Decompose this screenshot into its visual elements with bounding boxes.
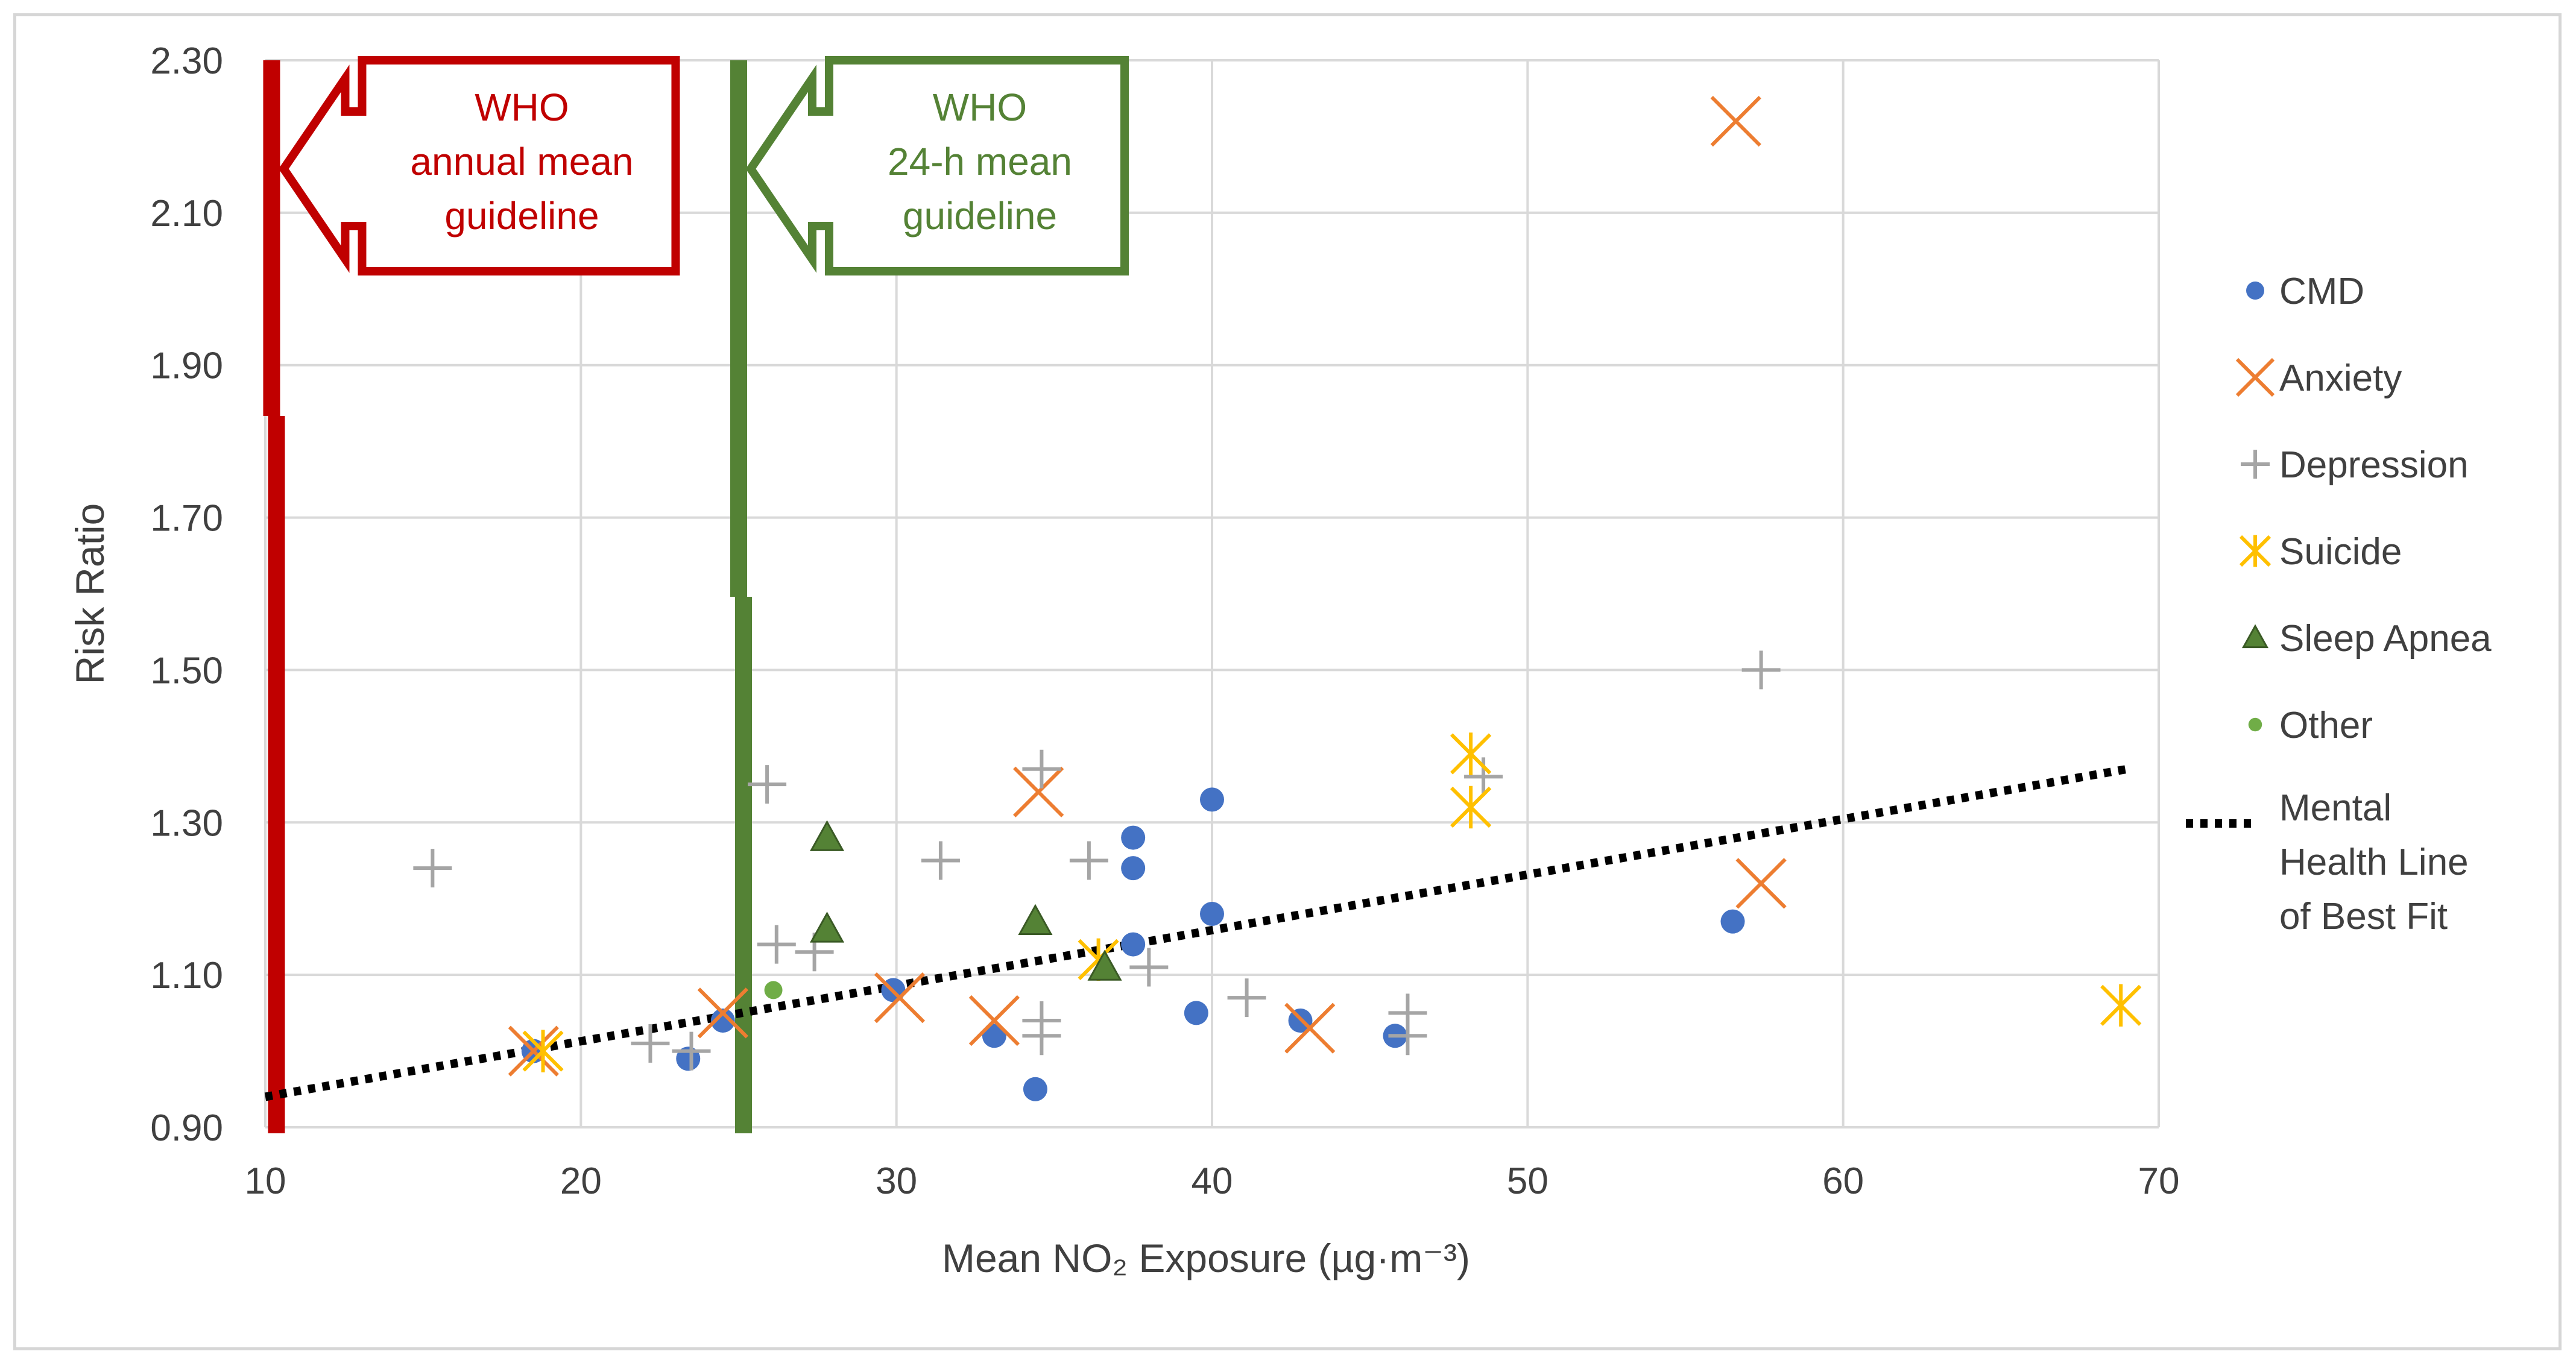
cmd-point <box>1200 902 1224 926</box>
legend-label-depression: Depression <box>2279 444 2469 486</box>
y-tick-label: 1.50 <box>150 650 223 691</box>
depression-point <box>413 849 452 888</box>
anxiety-point <box>874 972 926 1024</box>
callout-box <box>745 56 1129 275</box>
legend-label-cmd: CMD <box>2279 271 2364 312</box>
depression-point <box>1741 650 1781 690</box>
cmd-point <box>1184 1001 1208 1025</box>
who-24h-mean-guideline: WHO 24-h mean guideline <box>730 56 1129 1133</box>
y-tick-label: 1.30 <box>150 802 223 844</box>
anxiety-point <box>1284 1002 1336 1054</box>
cmd-point <box>1121 825 1146 850</box>
who-annual-mean-guideline: WHO annual mean guideline <box>263 56 680 1133</box>
x-tick-label: 40 <box>1192 1160 1233 1202</box>
x-tick-label: 30 <box>876 1160 917 1202</box>
y-tick-labels: 0.90 1.10 1.30 1.50 1.70 1.90 2.10 2.30 <box>150 40 223 1149</box>
callout-box <box>279 56 680 275</box>
suicide-point <box>1450 785 1492 829</box>
x-tick-label: 50 <box>1507 1160 1548 1202</box>
trendline <box>264 764 2128 1101</box>
depression-point <box>1022 1016 1061 1056</box>
depression-point <box>921 841 960 880</box>
sleep-apnea-point <box>809 820 845 851</box>
cmd-point <box>982 1024 1006 1048</box>
callout-label: guideline <box>903 194 1057 238</box>
depression-point <box>757 925 796 964</box>
reference-lines: WHO annual mean guideline WHO 24-h mean guide… <box>263 56 1129 1133</box>
depression-point <box>672 1031 711 1071</box>
legend-marker-sleep-apnea <box>2241 624 2269 649</box>
depression-point <box>1227 978 1266 1018</box>
callout-label: 24-h mean <box>888 140 1072 183</box>
depression-point <box>1022 749 1061 788</box>
legend-label-other: Other <box>2279 705 2373 746</box>
x-tick-label: 20 <box>560 1160 602 1202</box>
sleep-apnea-point <box>1018 904 1053 935</box>
legend-marker-suicide <box>2239 535 2271 567</box>
suicide-point <box>1450 732 1492 775</box>
legend-label-suicide: Suicide <box>2279 531 2402 573</box>
legend-label-anxiety: Anxiety <box>2279 357 2402 399</box>
y-tick-label: 1.70 <box>150 498 223 540</box>
depression-point <box>1464 757 1503 796</box>
callout-label: WHO <box>933 86 1027 129</box>
anxiety-point <box>1735 858 1787 909</box>
depression-point <box>1129 948 1169 987</box>
y-tick-label: 1.90 <box>150 345 223 387</box>
anxiety-point <box>508 1025 559 1077</box>
other-point <box>764 981 783 999</box>
legend-label-trendline: Health Line <box>2279 842 2469 883</box>
anxiety-point <box>1013 766 1064 817</box>
callout-label: annual mean <box>410 140 633 183</box>
cmd-point <box>710 1009 735 1033</box>
y-axis-title: Risk Ratio <box>68 503 112 685</box>
x-tick-label: 10 <box>245 1160 286 1202</box>
depression-point <box>631 1024 670 1063</box>
suicide-point <box>522 1030 564 1072</box>
suicide-point <box>2100 984 2142 1027</box>
cmd-point <box>1200 787 1224 812</box>
depression-point <box>748 765 787 804</box>
legend-marker-other <box>2248 717 2262 732</box>
legend-marker-cmd <box>2246 282 2264 300</box>
depression-point <box>1388 1016 1427 1056</box>
cmd-point <box>1121 856 1146 881</box>
y-tick-label: 0.90 <box>150 1107 223 1149</box>
sleep-apnea-point <box>809 911 845 943</box>
anxiety-point <box>968 995 1020 1047</box>
cmd-point <box>1720 909 1745 934</box>
x-axis-title: Mean NO₂ Exposure (µg·m⁻³) <box>942 1236 1470 1280</box>
y-tick-label: 2.10 <box>150 193 223 234</box>
x-tick-label: 60 <box>1822 1160 1864 1202</box>
legend-marker-anxiety <box>2235 357 2275 397</box>
callout-label: WHO <box>475 86 569 129</box>
y-tick-label: 2.30 <box>150 40 223 82</box>
anxiety-point <box>697 987 748 1039</box>
sleep-apnea-point <box>1087 949 1122 981</box>
callout-label: guideline <box>444 194 599 238</box>
legend: CMD Anxiety Depression Suicide Sleep Apnea Ot… <box>2186 271 2492 937</box>
data-points <box>413 96 2142 1101</box>
legend-label-sleep-apnea: Sleep Apnea <box>2279 618 2492 659</box>
y-tick-label: 1.10 <box>150 955 223 996</box>
legend-marker-depression <box>2241 450 2270 479</box>
cmd-point <box>1023 1077 1047 1101</box>
cmd-point <box>1121 932 1146 957</box>
x-tick-label: 70 <box>2138 1160 2180 1202</box>
depression-point <box>1069 841 1108 880</box>
legend-label-trendline: Mental <box>2279 787 2391 829</box>
anxiety-point <box>1710 96 1761 147</box>
x-tick-labels: 10 20 30 40 50 60 70 <box>245 1160 2180 1202</box>
trendline-line <box>264 764 2128 1101</box>
legend-label-trendline: of Best Fit <box>2279 896 2448 937</box>
